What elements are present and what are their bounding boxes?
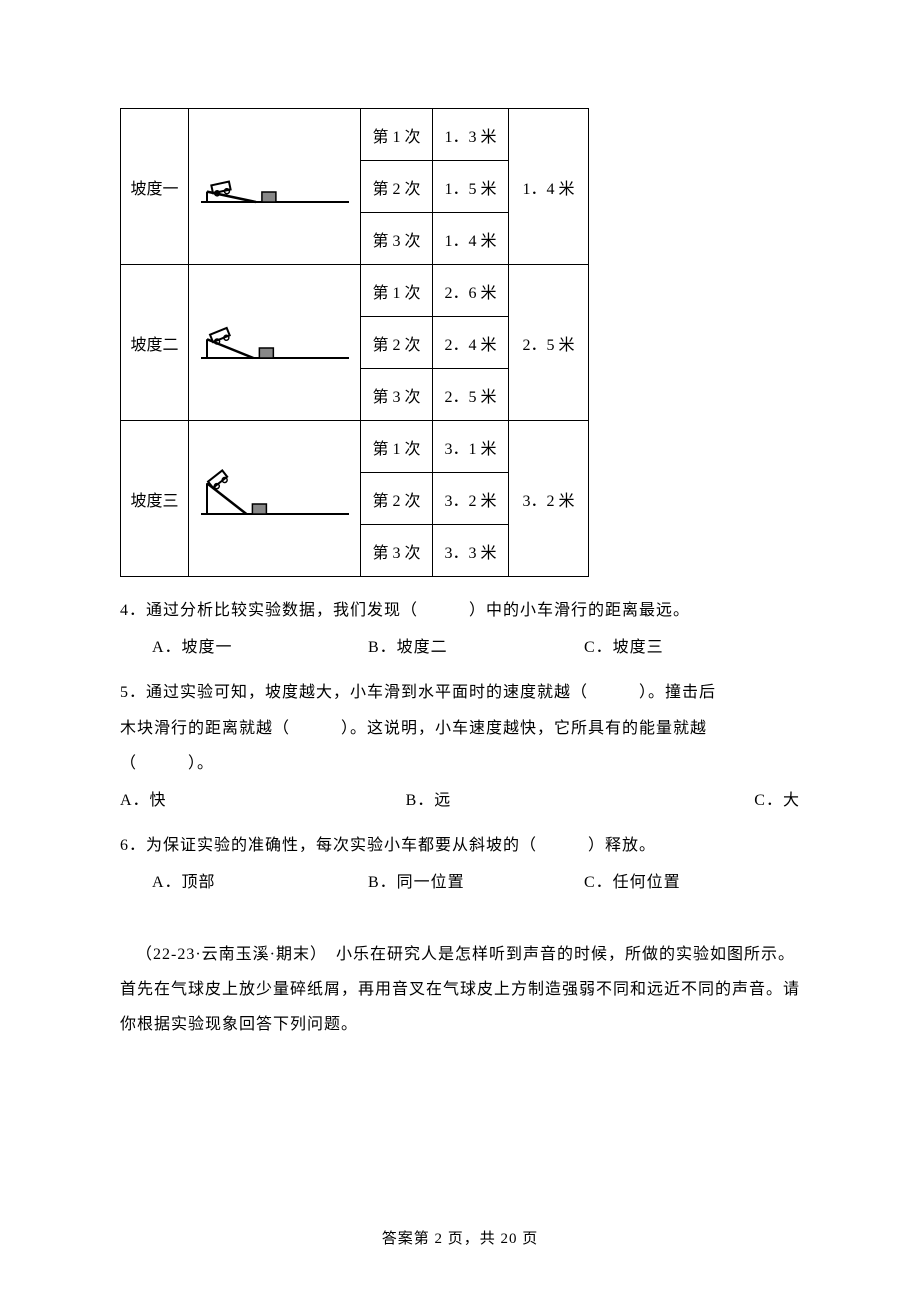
table-row: 坡度三 第 1 次3．1 米3．2 米 [121, 421, 589, 473]
experiment-data-table: 坡度一 第 1 次1．3 米1．4 米第 2 次1．5 米第 3 次1．4 米坡… [120, 108, 589, 577]
question-6: 6．为保证实验的准确性，每次实验小车都要从斜坡的（ ）释放。 [120, 828, 800, 863]
trial-value: 2．5 米 [433, 369, 509, 421]
question-4-options: A．坡度一 B．坡度二 C．坡度三 [120, 630, 800, 665]
q4-option-a: A．坡度一 [152, 630, 368, 665]
q4-option-b: B．坡度二 [368, 630, 584, 665]
q6-option-a: A．顶部 [152, 865, 368, 900]
trial-label: 第 2 次 [361, 473, 433, 525]
trial-value: 3．3 米 [433, 525, 509, 577]
slope-label: 坡度三 [121, 421, 189, 577]
question-4: 4．通过分析比较实验数据，我们发现（ ）中的小车滑行的距离最远。 [120, 593, 800, 628]
ramp-icon [189, 421, 360, 576]
trial-label: 第 3 次 [361, 369, 433, 421]
question-5-line3: （ ）。 [120, 746, 800, 781]
ramp-icon [189, 265, 360, 420]
trial-label: 第 1 次 [361, 265, 433, 317]
average-value: 1．4 米 [509, 109, 589, 265]
q5-option-c: C．大 [705, 783, 800, 818]
trial-value: 1．4 米 [433, 213, 509, 265]
trial-label: 第 2 次 [361, 317, 433, 369]
trial-value: 1．5 米 [433, 161, 509, 213]
trial-value: 3．1 米 [433, 421, 509, 473]
q5-option-b: B．远 [406, 783, 705, 818]
average-value: 3．2 米 [509, 421, 589, 577]
question-6-options: A．顶部 B．同一位置 C．任何位置 [120, 865, 800, 900]
average-value: 2．5 米 [509, 265, 589, 421]
trial-label: 第 1 次 [361, 421, 433, 473]
trial-value: 3．2 米 [433, 473, 509, 525]
trial-value: 1．3 米 [433, 109, 509, 161]
trial-value: 2．6 米 [433, 265, 509, 317]
slope-diagram [189, 109, 361, 265]
q5-option-a: A．快 [120, 783, 406, 818]
question-5-line2: 木块滑行的距离就越（ ）。这说明，小车速度越快，它所具有的能量就越 [120, 711, 800, 746]
page-footer: 答案第 2 页，共 20 页 [0, 1227, 920, 1248]
question-5: 5．通过实验可知，坡度越大，小车滑到水平面时的速度就越（ ）。撞击后 木块滑行的… [120, 675, 800, 781]
experiment-paragraph: （22-23·云南玉溪·期末） 小乐在研究人是怎样听到声音的时候，所做的实验如图… [120, 937, 800, 1043]
trial-value: 2．4 米 [433, 317, 509, 369]
question-6-text: 6．为保证实验的准确性，每次实验小车都要从斜坡的（ ）释放。 [120, 828, 800, 863]
ramp-icon [189, 109, 360, 264]
slope-diagram [189, 265, 361, 421]
slope-diagram [189, 421, 361, 577]
question-5-options: A．快 B．远 C．大 [120, 783, 800, 818]
question-4-text: 4．通过分析比较实验数据，我们发现（ ）中的小车滑行的距离最远。 [120, 593, 800, 628]
slope-label: 坡度一 [121, 109, 189, 265]
trial-label: 第 1 次 [361, 109, 433, 161]
trial-label: 第 3 次 [361, 213, 433, 265]
table-row: 坡度一 第 1 次1．3 米1．4 米 [121, 109, 589, 161]
table-row: 坡度二 第 1 次2．6 米2．5 米 [121, 265, 589, 317]
question-5-line1: 5．通过实验可知，坡度越大，小车滑到水平面时的速度就越（ ）。撞击后 [120, 675, 800, 710]
q6-option-c: C．任何位置 [584, 865, 800, 900]
slope-label: 坡度二 [121, 265, 189, 421]
trial-label: 第 3 次 [361, 525, 433, 577]
q6-option-b: B．同一位置 [368, 865, 584, 900]
q4-option-c: C．坡度三 [584, 630, 800, 665]
trial-label: 第 2 次 [361, 161, 433, 213]
